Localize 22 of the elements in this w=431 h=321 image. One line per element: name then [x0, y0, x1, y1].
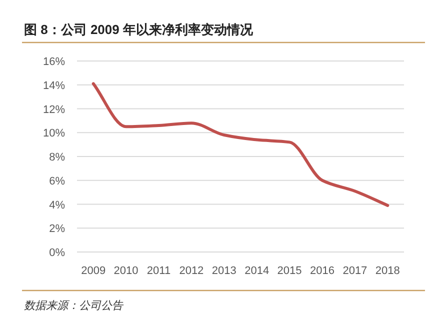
x-tick-label: 2015	[277, 265, 302, 277]
x-tick-label: 2009	[81, 265, 106, 277]
source-note: 数据来源：公司公告	[24, 299, 124, 312]
x-tick-label: 2011	[146, 265, 171, 277]
x-tick-label: 2013	[212, 265, 236, 277]
y-tick-label: 0%	[49, 247, 66, 259]
line-series	[92, 82, 390, 207]
y-tick-label: 4%	[49, 199, 66, 212]
x-tick-label: 2016	[310, 265, 334, 277]
y-tick-label: 8%	[49, 152, 66, 164]
chart-title: 图 8：公司 2009 年以来净利率变动情况	[24, 22, 254, 37]
x-tick-label: 2017	[342, 265, 368, 277]
x-tick-label: 2012	[179, 265, 204, 277]
x-tick-label: 2010	[114, 265, 138, 277]
x-tick-label: 2018	[375, 265, 400, 277]
y-tick-label: 12%	[42, 104, 66, 116]
y-tick-label: 10%	[42, 128, 66, 140]
x-tick-label: 2014	[244, 265, 270, 277]
y-tick-label: 14%	[42, 80, 66, 92]
y-tick-label: 2%	[49, 223, 66, 236]
y-tick-label: 6%	[49, 175, 66, 188]
y-tick-label: 16%	[42, 56, 66, 68]
